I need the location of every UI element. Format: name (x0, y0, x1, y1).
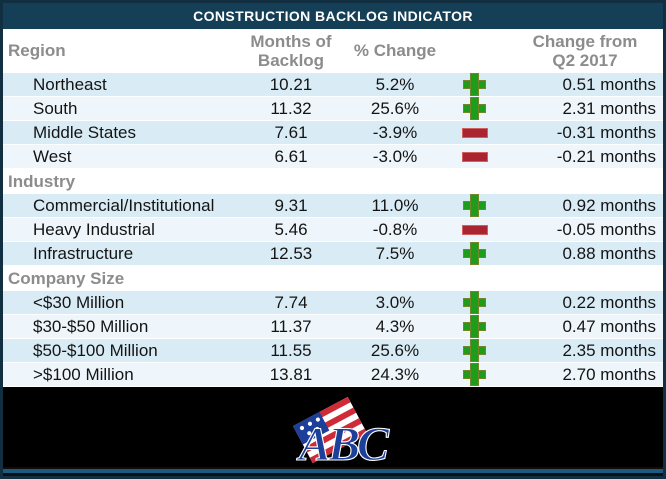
column-header-pct-change: % Change (353, 41, 437, 61)
pct-change-value: 7.5% (375, 244, 415, 263)
abc-logo-letters: ABC (296, 418, 390, 466)
row-label: <$30 Million (33, 293, 125, 312)
pct-change-value: 4.3% (375, 317, 415, 336)
pct-change-value: 25.6% (370, 341, 420, 360)
trend-icon (463, 194, 487, 218)
table-row: West 6.61 -3.0% -0.21 months (3, 145, 663, 169)
backlog-value: 7.61 (274, 123, 308, 142)
footer-bar: ABC (3, 387, 663, 467)
change-value: -0.05 months (556, 220, 656, 239)
backlog-value: 13.81 (269, 365, 313, 384)
trend-icon (463, 121, 487, 145)
bottom-border-strip (3, 467, 663, 476)
trend-icon (463, 145, 487, 169)
change-value: 0.22 months (562, 293, 656, 312)
row-label: Heavy Industrial (33, 220, 155, 239)
trend-icon (463, 73, 487, 97)
row-label: $30-$50 Million (33, 317, 149, 336)
table-row: Commercial/Institutional 9.31 11.0% 0.92… (3, 194, 663, 218)
backlog-value: 5.46 (274, 220, 308, 239)
change-value: -0.21 months (556, 147, 656, 166)
section-header-company-size: Company Size (3, 266, 663, 291)
change-value: 0.88 months (562, 244, 656, 263)
backlog-value: 10.21 (269, 75, 313, 94)
table-row: $30-$50 Million 11.37 4.3% 0.47 months (3, 315, 663, 339)
backlog-value: 11.37 (270, 317, 312, 336)
change-value: 2.70 months (562, 365, 656, 384)
backlog-value: 11.55 (270, 341, 312, 360)
backlog-value: 11.32 (270, 99, 312, 118)
trend-icon (463, 242, 487, 266)
row-label: Northeast (33, 75, 107, 94)
change-value: 2.31 months (562, 99, 656, 118)
table-row: >$100 Million 13.81 24.3% 2.70 months (3, 363, 663, 387)
trend-icon (463, 339, 487, 363)
title-bar: CONSTRUCTION BACKLOG INDICATOR (3, 3, 663, 29)
trend-icon (463, 218, 487, 242)
change-value: 2.35 months (562, 341, 656, 360)
pct-change-value: -3.9% (372, 123, 418, 142)
trend-icon (463, 315, 487, 339)
row-label: $50-$100 Million (33, 341, 158, 360)
table-row: Middle States 7.61 -3.9% -0.31 months (3, 121, 663, 145)
table-row: Northeast 10.21 5.2% 0.51 months (3, 73, 663, 97)
flag-icon (293, 396, 368, 464)
table-body: Northeast 10.21 5.2% 0.51 months South 1… (3, 73, 663, 387)
pct-change-value: 11.0% (371, 196, 419, 215)
column-header-backlog: Months of Backlog (250, 31, 332, 70)
row-label: Commercial/Institutional (33, 196, 215, 215)
column-header-row: Region Months of Backlog % Change Change… (3, 29, 663, 73)
backlog-value: 7.74 (274, 293, 308, 312)
pct-change-value: 25.6% (370, 99, 420, 118)
section-header-industry: Industry (3, 169, 663, 194)
change-value: 0.92 months (562, 196, 656, 215)
abc-flag-logo: ABC (293, 396, 394, 466)
table-row: <$30 Million 7.74 3.0% 0.22 months (3, 291, 663, 315)
trend-icon (463, 97, 487, 121)
change-value: 0.47 months (562, 317, 656, 336)
pct-change-value: -0.8% (372, 220, 418, 239)
pct-change-value: 24.3% (370, 365, 420, 384)
table-row: Infrastructure 12.53 7.5% 0.88 months (3, 242, 663, 266)
pct-change-value: 3.0% (375, 293, 415, 312)
change-value: -0.31 months (556, 123, 656, 142)
trend-icon (463, 363, 487, 387)
row-label: Infrastructure (33, 244, 134, 263)
row-label: West (33, 147, 72, 166)
table-row: $50-$100 Million 11.55 25.6% 2.35 months (3, 339, 663, 363)
table-row: South 11.32 25.6% 2.31 months (3, 97, 663, 121)
backlog-value: 6.61 (274, 147, 308, 166)
pct-change-value: -3.0% (372, 147, 418, 166)
column-header-change-from: Change from Q2 2017 (532, 31, 638, 70)
table-row: Heavy Industrial 5.46 -0.8% -0.05 months (3, 218, 663, 242)
backlog-value: 12.53 (269, 244, 313, 263)
pct-change-value: 5.2% (375, 75, 415, 94)
trend-icon (463, 291, 487, 315)
page-title: CONSTRUCTION BACKLOG INDICATOR (193, 8, 473, 24)
backlog-value: 9.31 (274, 196, 308, 215)
column-header-region: Region (8, 41, 66, 60)
row-label: Middle States (33, 123, 136, 142)
row-label: >$100 Million (33, 365, 134, 384)
row-label: South (33, 99, 78, 118)
change-value: 0.51 months (562, 75, 656, 94)
